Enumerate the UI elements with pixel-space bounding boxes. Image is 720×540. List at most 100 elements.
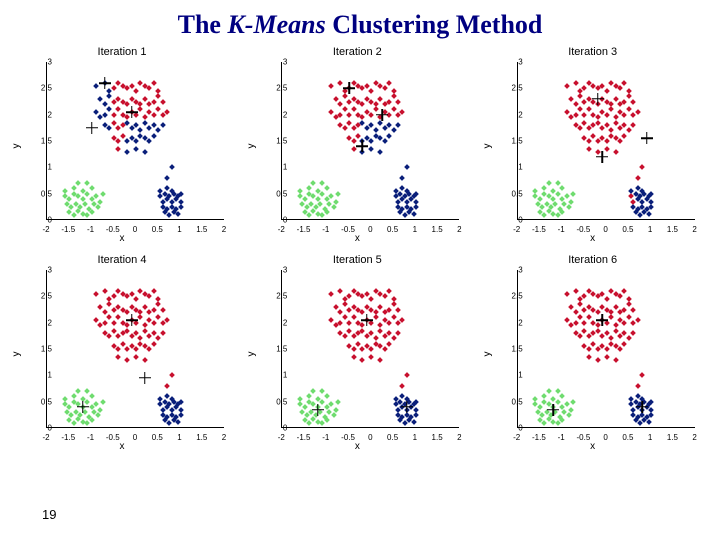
data-point xyxy=(386,288,392,294)
data-point xyxy=(155,93,161,99)
data-point xyxy=(328,317,334,323)
data-point xyxy=(590,341,596,347)
data-point xyxy=(368,138,374,144)
data-point xyxy=(617,138,623,144)
x-tick: 2 xyxy=(457,225,461,234)
data-point xyxy=(395,307,401,313)
data-point xyxy=(368,146,374,152)
x-tick: -1 xyxy=(322,433,329,442)
x-tick: -2 xyxy=(42,433,49,442)
data-point xyxy=(106,125,112,131)
data-point xyxy=(613,96,619,102)
data-point xyxy=(555,180,561,186)
centroid-marker xyxy=(99,77,111,89)
data-point xyxy=(360,357,366,363)
y-tick: 2.5 xyxy=(269,292,287,301)
x-tick: 2 xyxy=(692,433,696,442)
data-point xyxy=(133,88,139,94)
data-point xyxy=(613,120,619,126)
data-point xyxy=(62,396,68,402)
data-point xyxy=(147,138,153,144)
data-point xyxy=(648,399,654,405)
data-point xyxy=(391,336,397,342)
x-tick: -1 xyxy=(322,225,329,234)
x-tick: -0.5 xyxy=(577,225,591,234)
data-point xyxy=(613,328,619,334)
data-point xyxy=(142,328,148,334)
y-tick: 1.5 xyxy=(505,345,523,354)
y-tick: 0 xyxy=(269,216,287,225)
data-point xyxy=(622,133,628,139)
centroid-marker xyxy=(376,109,388,121)
data-point xyxy=(320,388,326,394)
data-point xyxy=(413,399,419,405)
y-tick: 0 xyxy=(34,424,52,433)
data-point xyxy=(89,186,95,192)
data-point xyxy=(169,372,175,378)
data-point xyxy=(626,93,632,99)
centroid-marker xyxy=(126,106,138,118)
y-axis-label: y xyxy=(11,144,22,149)
x-tick: 1.5 xyxy=(432,225,443,234)
centroid-marker xyxy=(77,401,89,413)
data-point xyxy=(586,138,592,144)
data-point xyxy=(368,330,374,336)
x-tick: -1.5 xyxy=(532,433,546,442)
data-point xyxy=(613,357,619,363)
data-point xyxy=(147,346,153,352)
data-point xyxy=(337,309,343,315)
data-point xyxy=(639,372,645,378)
data-point xyxy=(604,112,610,118)
data-point xyxy=(559,394,565,400)
data-point xyxy=(160,99,166,105)
data-point xyxy=(342,301,348,307)
data-point xyxy=(626,336,632,342)
scatter-panel: Iteration 5yx00.511.522.53-2-1.5-1-0.500… xyxy=(247,254,467,454)
x-tick: 1 xyxy=(413,433,417,442)
scatter-panel: Iteration 4yx00.511.522.53-2-1.5-1-0.500… xyxy=(12,254,232,454)
data-point xyxy=(124,120,130,126)
data-point xyxy=(164,383,170,389)
data-point xyxy=(138,336,144,342)
data-point xyxy=(546,388,552,394)
data-point xyxy=(151,133,157,139)
y-tick: 2 xyxy=(505,110,523,119)
data-point xyxy=(169,164,175,170)
data-point xyxy=(360,328,366,334)
x-tick: 2 xyxy=(222,225,226,234)
x-tick: 1 xyxy=(648,433,652,442)
data-point xyxy=(553,201,559,207)
data-point xyxy=(98,96,104,102)
y-tick: 1 xyxy=(505,371,523,380)
x-tick: 1 xyxy=(177,433,181,442)
data-point xyxy=(613,149,619,155)
data-point xyxy=(102,101,108,107)
y-tick: 3 xyxy=(269,266,287,275)
scatter-panel: Iteration 6yx00.511.522.53-2-1.5-1-0.500… xyxy=(483,254,703,454)
data-point xyxy=(93,291,99,297)
data-point xyxy=(155,128,161,134)
data-point xyxy=(306,186,312,192)
plot-area xyxy=(46,270,224,428)
x-tick: -1.5 xyxy=(297,225,311,234)
y-tick: 3 xyxy=(505,266,523,275)
plot-area xyxy=(46,62,224,220)
data-point xyxy=(142,357,148,363)
y-tick: 1 xyxy=(34,163,52,172)
y-axis-label: y xyxy=(246,144,257,149)
data-point xyxy=(395,122,401,128)
data-point xyxy=(133,296,139,302)
data-point xyxy=(568,199,574,205)
data-point xyxy=(577,107,583,113)
x-tick: -1 xyxy=(558,225,565,234)
data-point xyxy=(586,107,592,113)
scatter-panel: Iteration 1yx00.511.522.53-2-1.5-1-0.500… xyxy=(12,46,232,246)
data-point xyxy=(542,420,548,426)
data-point xyxy=(577,125,583,131)
data-point xyxy=(391,107,397,113)
x-tick: 0.5 xyxy=(387,433,398,442)
y-tick: 1.5 xyxy=(269,137,287,146)
data-point xyxy=(613,304,619,310)
data-point xyxy=(386,307,392,313)
data-point xyxy=(102,309,108,315)
